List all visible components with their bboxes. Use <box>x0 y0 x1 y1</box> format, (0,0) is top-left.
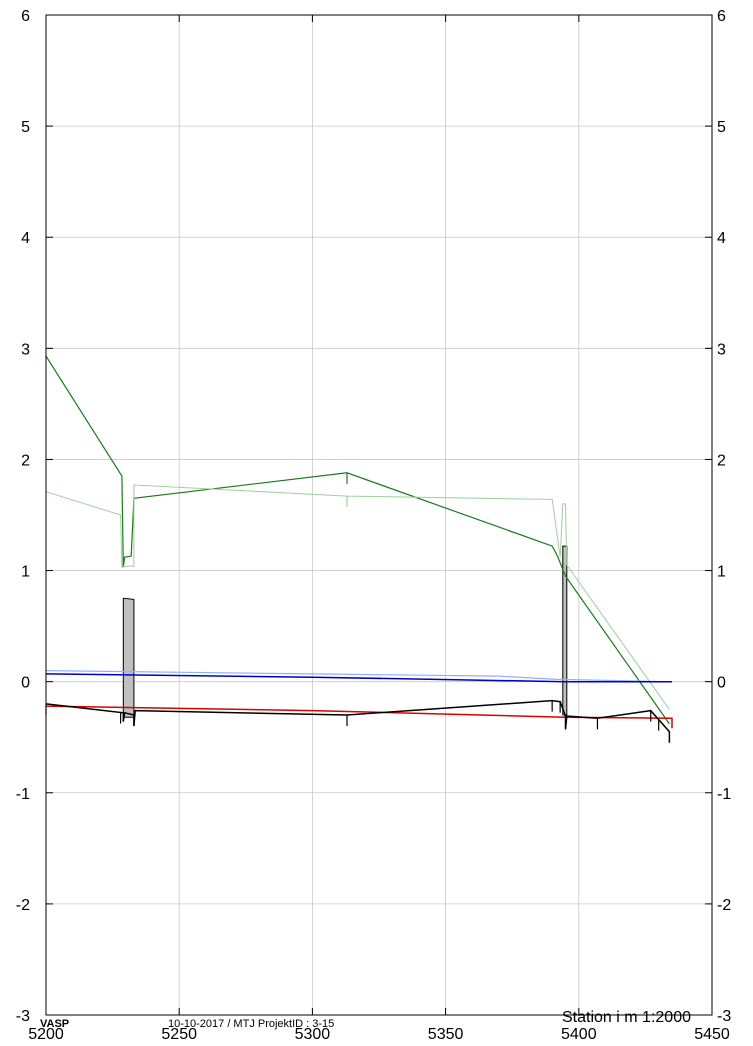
x-tick-label: 5350 <box>428 1026 464 1043</box>
y-tick-label-left: 5 <box>21 119 30 136</box>
y-tick-label-left: -1 <box>16 786 30 803</box>
x-axis-label: Station i m 1:2000 <box>562 1009 691 1027</box>
series-lines <box>45 355 673 743</box>
y-tick-label-left: -2 <box>16 897 30 914</box>
station-label: Station i m <box>562 1009 638 1026</box>
structure-box <box>122 597 135 718</box>
y-tick-label-right: 4 <box>717 230 726 247</box>
x-tick-label: 5200 <box>28 1026 64 1043</box>
x-tick-label: 5300 <box>295 1026 331 1043</box>
scale-label: 1:2000 <box>642 1009 691 1026</box>
brand-label: VASP <box>40 1018 70 1030</box>
y-tick-label-right: 6 <box>717 8 726 25</box>
y-tick-label-left: 6 <box>21 8 30 25</box>
plot-frame <box>45 14 713 1016</box>
series-line-2 <box>45 484 670 710</box>
y-tick-label-right: 2 <box>717 452 726 469</box>
meta-label: 10-10-2017 / MTJ ProjektID : 3-15 <box>168 1018 335 1030</box>
y-tick-label-left: -3 <box>16 1008 30 1025</box>
series-line-4 <box>45 673 672 683</box>
y-tick-label-right: -1 <box>717 786 731 803</box>
y-tick-label-right: 0 <box>717 675 726 692</box>
x-tick-label: 5400 <box>561 1026 597 1043</box>
y-tick-label-right: 5 <box>717 119 726 136</box>
y-tick-label-left: 2 <box>21 452 30 469</box>
x-tick-label: 5450 <box>694 1026 730 1043</box>
y-tick-label-right: -2 <box>717 897 731 914</box>
y-tick-label-right: 3 <box>717 341 726 358</box>
grid <box>46 15 712 1015</box>
series-line-3 <box>45 670 670 683</box>
y-tick-label-left: 3 <box>21 341 30 358</box>
y-tick-label-right: -3 <box>717 1008 731 1025</box>
y-tick-label-right: 1 <box>717 564 726 581</box>
axis-ticks: 5200 5250 5300 5350 5400 5450 6 6 5 5 4 4 3 3 2 2 1 1 0 0 -1… <box>16 8 732 1043</box>
series-line-1 <box>45 355 670 725</box>
x-tick-label: 5250 <box>161 1026 197 1043</box>
structures <box>122 545 568 718</box>
y-tick-label-left: 4 <box>21 230 30 247</box>
y-tick-label-left: 0 <box>21 675 30 692</box>
y-tick-label-left: 1 <box>21 564 30 581</box>
